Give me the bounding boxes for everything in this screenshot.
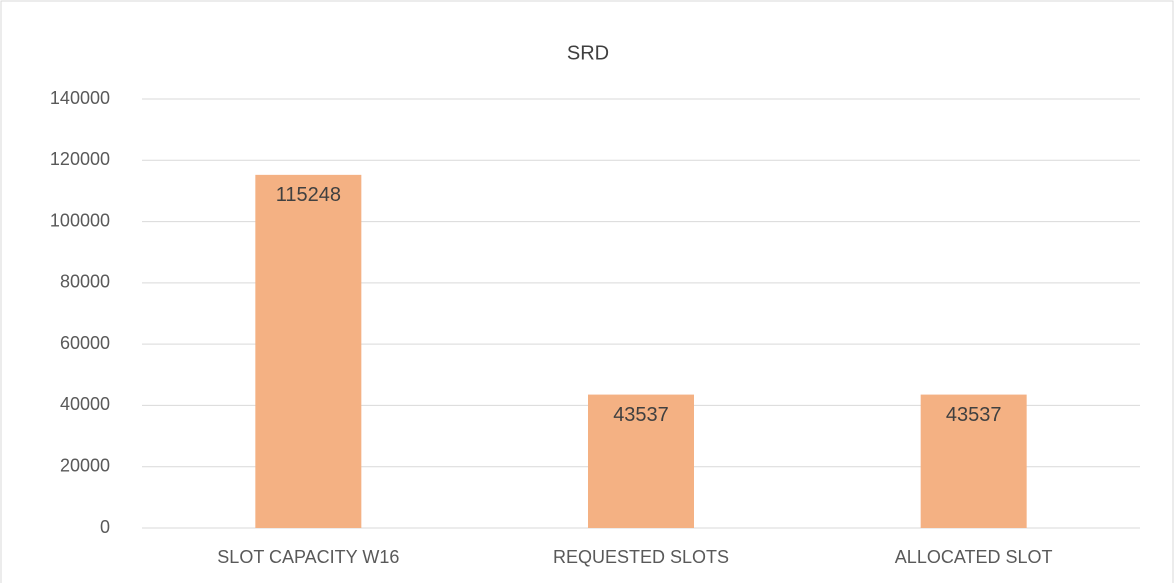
y-tick-label: 120000	[50, 149, 110, 169]
y-tick-label: 80000	[60, 272, 110, 292]
data-label: 43537	[946, 404, 1002, 426]
bar	[920, 394, 1027, 528]
y-tick-label: 60000	[60, 333, 110, 353]
bar	[588, 394, 694, 528]
y-tick-label: 100000	[50, 210, 110, 230]
x-tick-label: REQUESTED SLOTS	[553, 547, 729, 567]
y-tick-label: 0	[100, 517, 110, 537]
data-label: 115248	[276, 184, 341, 206]
chart-title: SRD	[567, 42, 609, 64]
y-tick-label: 40000	[60, 394, 110, 414]
x-tick-label: ALLOCATED SLOT	[895, 547, 1053, 567]
data-label: 43537	[613, 404, 669, 426]
bar	[255, 174, 362, 528]
y-tick-label: 140000	[50, 88, 110, 108]
x-tick-label: SLOT CAPACITY W16	[217, 547, 399, 567]
y-tick-label: 20000	[60, 455, 110, 475]
